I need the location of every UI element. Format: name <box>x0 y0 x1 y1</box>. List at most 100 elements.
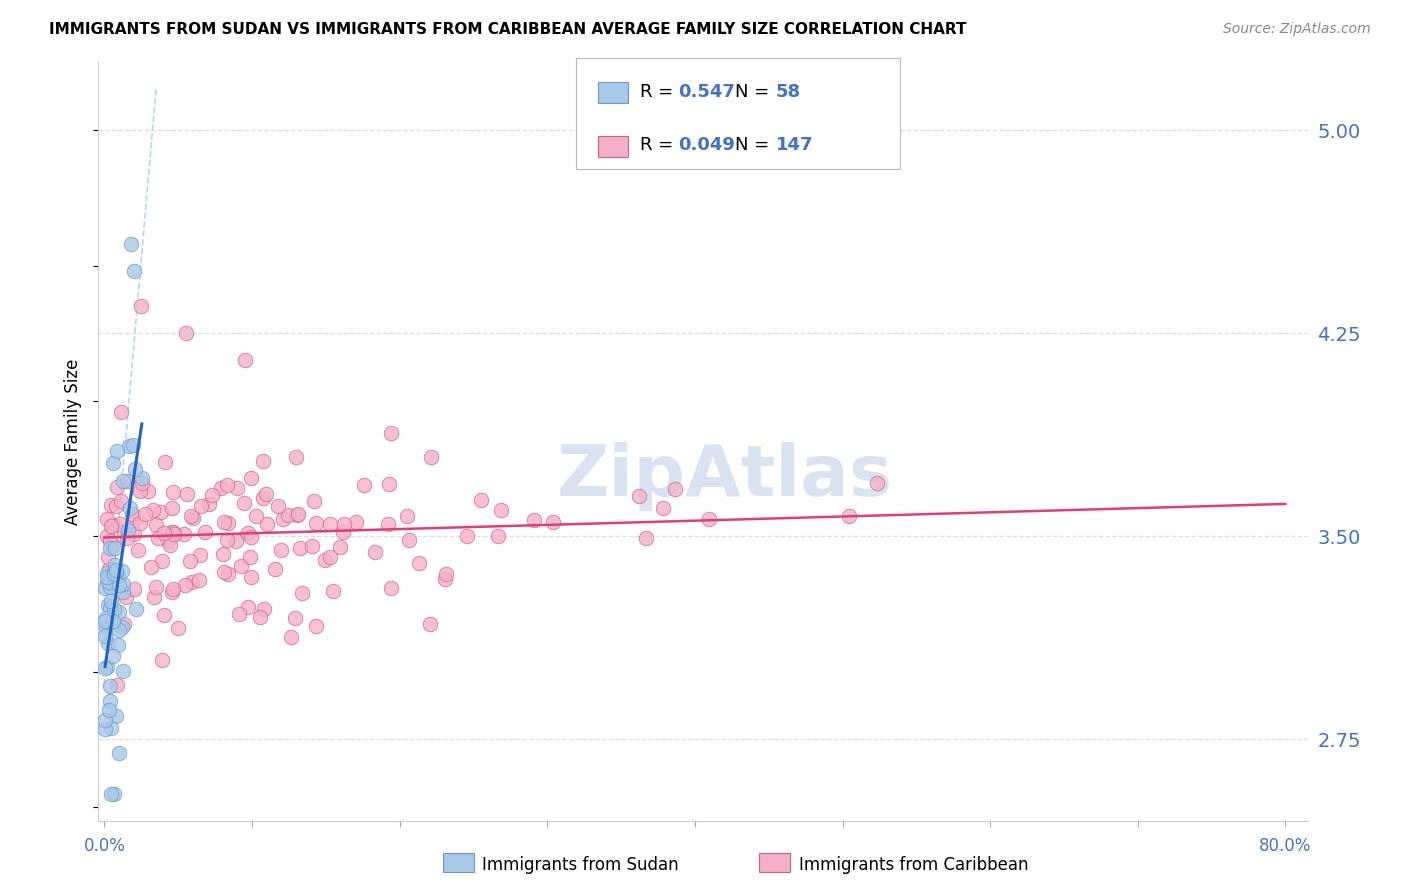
Text: 80.0%: 80.0% <box>1260 837 1312 855</box>
Point <box>194 524 217 539</box>
Point <box>110 494 132 508</box>
Point <box>160 524 183 539</box>
Point <box>127 542 149 557</box>
Text: IMMIGRANTS FROM SUDAN VS IMMIGRANTS FROM CARIBBEAN AVERAGE FAMILY SIZE CORRELATI: IMMIGRANTS FROM SUDAN VS IMMIGRANTS FROM… <box>49 22 967 37</box>
Point <box>108 746 131 760</box>
Point <box>322 584 344 599</box>
Point <box>179 554 201 568</box>
Point <box>98 580 121 594</box>
Point <box>215 533 238 548</box>
Point <box>346 515 368 529</box>
Point <box>96 570 118 584</box>
Point <box>284 611 307 625</box>
Point <box>240 470 263 484</box>
Point <box>157 533 180 548</box>
Point <box>107 480 129 494</box>
Point <box>651 500 673 515</box>
Point <box>112 524 135 539</box>
Point <box>332 524 354 539</box>
Point <box>122 264 145 278</box>
Point <box>163 527 186 541</box>
Point <box>188 549 211 563</box>
Point <box>160 500 183 515</box>
Point <box>353 477 375 491</box>
Point <box>245 508 267 523</box>
Point <box>125 602 148 616</box>
Point <box>332 517 354 532</box>
Point <box>304 493 326 508</box>
Text: 147: 147 <box>776 136 814 154</box>
Point <box>239 549 262 564</box>
Point <box>254 487 277 501</box>
Point <box>380 581 402 595</box>
Point <box>153 608 176 623</box>
Point <box>141 560 163 574</box>
Point <box>98 694 121 708</box>
Point <box>160 527 183 541</box>
Point <box>122 582 145 596</box>
Point <box>96 575 118 590</box>
Point <box>329 540 352 554</box>
Point <box>134 507 156 521</box>
Point <box>148 531 170 545</box>
Point <box>173 577 195 591</box>
Point <box>104 564 127 578</box>
Point <box>267 500 290 514</box>
Point <box>104 499 127 513</box>
Point <box>290 586 312 600</box>
Point <box>142 503 165 517</box>
Point <box>176 487 198 501</box>
Point <box>162 524 184 539</box>
Point <box>167 621 190 635</box>
Point <box>239 530 262 544</box>
Point <box>377 517 399 532</box>
Point <box>117 523 139 537</box>
Point <box>217 478 239 492</box>
Point <box>270 542 292 557</box>
Point <box>105 678 128 692</box>
Point <box>107 569 129 583</box>
Text: 0.049: 0.049 <box>678 136 734 154</box>
Text: N =: N = <box>735 83 775 101</box>
Point <box>97 636 120 650</box>
Point <box>285 450 308 465</box>
Point <box>118 500 141 515</box>
Point <box>212 565 235 579</box>
Point <box>153 455 176 469</box>
Point <box>112 475 135 489</box>
Point <box>226 481 249 495</box>
Point <box>271 512 294 526</box>
Point <box>287 508 309 522</box>
Point <box>101 518 124 533</box>
Point <box>233 496 256 510</box>
Point <box>100 594 122 608</box>
Point <box>249 610 271 624</box>
Point <box>364 545 387 559</box>
Point <box>209 482 232 496</box>
Text: ZipAtlas: ZipAtlas <box>557 442 893 511</box>
Text: R =: R = <box>640 83 679 101</box>
Point <box>131 476 153 491</box>
Point <box>94 722 117 736</box>
Point <box>96 511 118 525</box>
Point <box>108 605 131 619</box>
Point <box>145 580 167 594</box>
Point <box>280 630 302 644</box>
Point <box>94 614 117 628</box>
Point <box>98 680 121 694</box>
Point <box>97 549 120 564</box>
Point <box>120 236 142 251</box>
Point <box>114 590 136 604</box>
Point <box>111 585 134 599</box>
Point <box>100 722 122 736</box>
Point <box>110 405 132 419</box>
Point <box>236 525 259 540</box>
Point <box>396 508 419 523</box>
Point <box>225 534 247 549</box>
Point <box>290 541 312 555</box>
Point <box>111 665 134 679</box>
Point <box>98 600 121 615</box>
Point <box>180 574 202 589</box>
Point <box>104 541 127 555</box>
Point <box>121 516 143 531</box>
